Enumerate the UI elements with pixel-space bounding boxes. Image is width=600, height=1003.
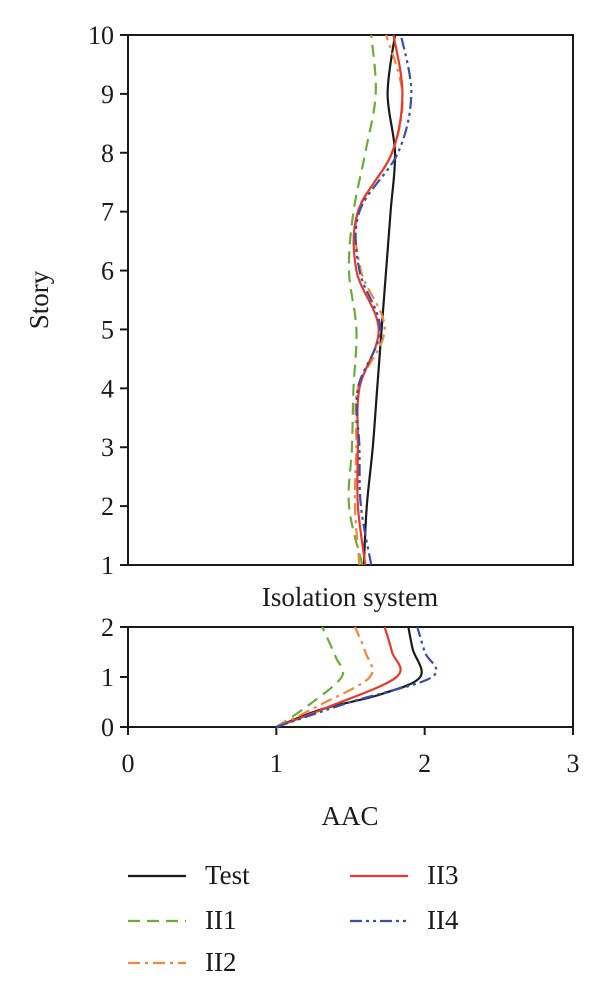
upper-series-line-ii4	[354, 34, 413, 566]
legend-label: II1	[205, 905, 236, 935]
upper-y-tick-label: 8	[101, 139, 114, 168]
lower-y-tick-label: 0	[101, 713, 114, 742]
legend-entry-test: Test	[128, 860, 250, 890]
lower-x-tick-label: 1	[270, 749, 283, 778]
lower-plot-frame	[127, 626, 574, 728]
upper-y-tick-label: 7	[101, 198, 114, 227]
upper-y-tick-label: 4	[101, 374, 114, 403]
legend-label: II2	[205, 947, 236, 977]
lower-x-tick-label: 3	[567, 749, 580, 778]
legend-label: II3	[427, 860, 458, 890]
x-axis-label: AAC	[321, 801, 378, 831]
upper-panel: 1 2 3 4 5 6 7 8 9 10 Story	[24, 21, 574, 580]
legend: Test II3 II1 II4 II2	[128, 860, 459, 977]
legend-label: Test	[205, 860, 250, 890]
lower-series-lines	[275, 626, 438, 729]
legend-entry-ii2: II2	[128, 947, 236, 977]
upper-plot-frame	[127, 34, 574, 566]
upper-series-line-ii2	[353, 34, 404, 566]
upper-y-tick-label: 6	[101, 257, 114, 286]
lower-series-line-ii3	[275, 626, 402, 729]
lower-panel: 0 1 2 0 1 2 3 AAC	[101, 613, 580, 831]
lower-y-ticks: 0 1 2	[101, 613, 128, 742]
legend-label: II4	[427, 905, 459, 935]
lower-series-line-ii2	[275, 626, 374, 728]
upper-series-line-ii1	[347, 34, 377, 566]
lower-y-tick-label: 1	[101, 663, 114, 692]
upper-series-line-ii3	[352, 34, 404, 566]
upper-y-tick-label: 1	[101, 551, 114, 580]
legend-entry-ii4: II4	[350, 905, 459, 935]
lower-x-ticks: 0 1 2 3	[122, 727, 580, 778]
upper-series-lines	[347, 34, 413, 566]
upper-y-tick-label: 10	[88, 21, 114, 50]
upper-y-ticks: 1 2 3 4 5 6 7 8 9 10	[88, 21, 128, 580]
lower-x-tick-label: 0	[122, 749, 135, 778]
lower-series-line-ii1	[275, 626, 345, 728]
legend-entry-ii1: II1	[128, 905, 236, 935]
upper-y-tick-label: 2	[101, 492, 114, 521]
upper-series-line-test	[362, 34, 397, 566]
legend-entry-ii3: II3	[350, 860, 458, 890]
upper-y-tick-label: 9	[101, 80, 114, 109]
lower-series-line-ii4	[275, 626, 438, 729]
upper-y-tick-label: 5	[101, 315, 114, 344]
lower-x-tick-label: 2	[418, 749, 431, 778]
lower-y-tick-label: 2	[101, 613, 114, 642]
upper-y-axis-label: Story	[24, 270, 54, 329]
upper-y-tick-label: 3	[101, 433, 114, 462]
isolation-panel-title: Isolation system	[262, 582, 438, 612]
